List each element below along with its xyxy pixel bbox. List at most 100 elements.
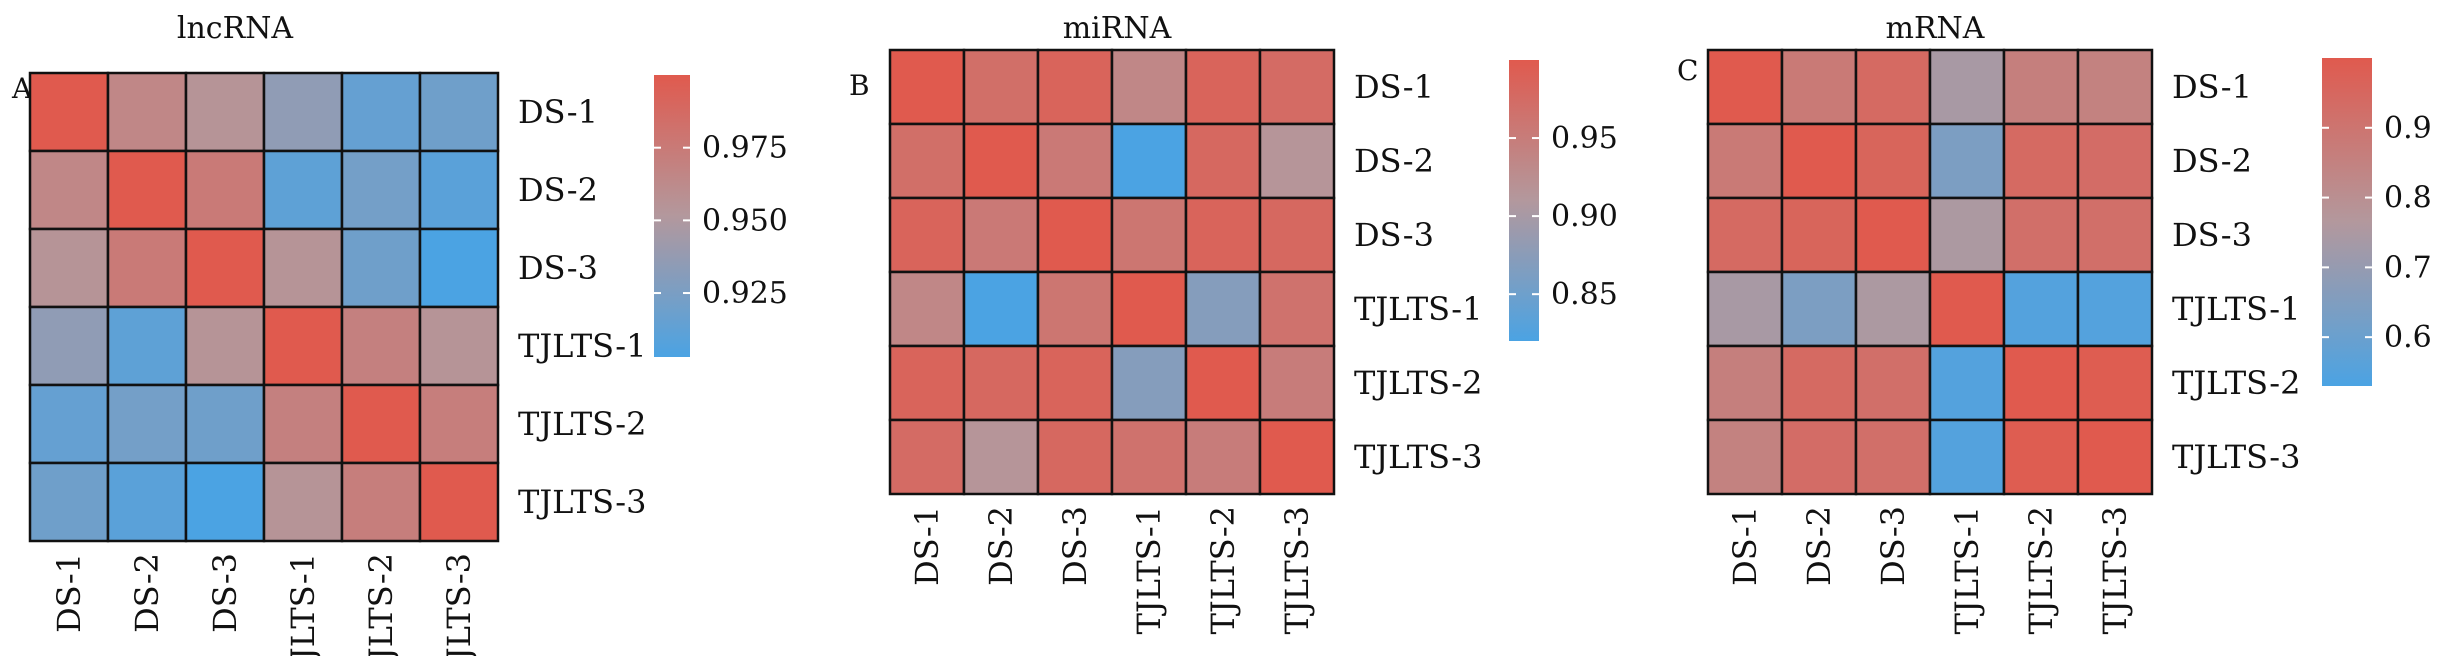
heatmap-cell	[1036, 418, 1114, 496]
heatmap-cell	[262, 227, 344, 309]
heatmap-cell	[1854, 344, 1932, 422]
heatmap-cell	[1258, 122, 1336, 200]
column-label: DS-1	[908, 506, 946, 586]
heatmap-cell	[2076, 344, 2154, 422]
column-label: TJLTS-2	[2022, 506, 2060, 634]
colorbar-tick-label: 0.6	[2384, 320, 2432, 355]
heatmap-cell	[184, 227, 266, 309]
heatmap-cell	[962, 344, 1040, 422]
heatmap-cell	[1780, 270, 1858, 348]
heatmap-cell	[106, 227, 188, 309]
heatmap-cell	[106, 71, 188, 153]
heatmap-cell	[888, 418, 966, 496]
heatmap-cell	[28, 305, 110, 387]
heatmap-cell	[962, 270, 1040, 348]
heatmap-cell	[1928, 48, 2006, 126]
colorbar-tick-label: 0.90	[1551, 199, 1618, 234]
heatmap-cell	[1928, 196, 2006, 274]
heatmap-cell	[1928, 122, 2006, 200]
panel-title: miRNA	[1063, 11, 1172, 46]
heatmap-cell	[340, 227, 422, 309]
colorbar-tick-label: 0.95	[1551, 121, 1618, 156]
heatmap-cell	[2002, 122, 2080, 200]
heatmap-cell	[418, 305, 500, 387]
colorbar	[1509, 60, 1539, 341]
heatmap-cell	[1780, 122, 1858, 200]
heatmap-cell	[184, 461, 266, 543]
row-label: TJLTS-2	[2172, 364, 2300, 402]
heatmap-cell	[1110, 122, 1188, 200]
column-label: TJLTS-2	[1204, 506, 1242, 634]
column-label: DS-2	[982, 506, 1020, 586]
row-label: DS-3	[518, 249, 598, 287]
heatmap-cell	[1110, 418, 1188, 496]
heatmap-cell	[1258, 344, 1336, 422]
column-label: DS-3	[1056, 506, 1094, 586]
heatmap-cell	[262, 71, 344, 153]
row-label: DS-1	[518, 93, 598, 131]
heatmap-cell	[1184, 344, 1262, 422]
colorbar-tick-label: 0.925	[702, 276, 788, 311]
heatmap-cell	[1706, 344, 1784, 422]
heatmap-cell	[1706, 270, 1784, 348]
heatmap-cell	[1036, 344, 1114, 422]
heatmap-cell	[106, 461, 188, 543]
heatmap-cell	[2076, 122, 2154, 200]
heatmap-cell	[2076, 418, 2154, 496]
heatmap-cell	[418, 461, 500, 543]
heatmap-cell	[418, 383, 500, 465]
heatmap-cell	[418, 71, 500, 153]
heatmap-cell	[2002, 418, 2080, 496]
colorbar-tick-label: 0.8	[2384, 181, 2432, 216]
heatmap-panel-mrna: mRNA C DS-1 DS-2 DS-3 TJLTS-1 TJLTS-2 TJLTS-3 DS…	[1677, 11, 2432, 634]
heatmap-cell	[106, 149, 188, 231]
heatmap-cell	[2002, 344, 2080, 422]
column-label: TJLTS-1	[1948, 506, 1986, 634]
row-label: TJLTS-2	[518, 405, 646, 443]
heatmap-cell	[1110, 48, 1188, 126]
heatmap-cell	[888, 270, 966, 348]
heatmap-cell	[1036, 48, 1114, 126]
heatmap-cell	[1928, 344, 2006, 422]
heatmap-cell	[1258, 270, 1336, 348]
heatmap-cell	[340, 383, 422, 465]
heatmap-cell	[962, 418, 1040, 496]
colorbar-tick-label: 0.85	[1551, 277, 1618, 312]
heatmap-cell	[1184, 196, 1262, 274]
heatmap-cell	[1780, 48, 1858, 126]
heatmap-cell	[340, 149, 422, 231]
heatmap-cell	[1110, 344, 1188, 422]
heatmap-cell	[1258, 196, 1336, 274]
heatmap-cell	[28, 71, 110, 153]
heatmap-cell	[1184, 418, 1262, 496]
heatmap-cell	[184, 71, 266, 153]
heatmap-cell	[340, 461, 422, 543]
panel-letter: C	[1677, 54, 1698, 87]
heatmap-cell	[1036, 270, 1114, 348]
heatmap-cell	[888, 196, 966, 274]
colorbar	[654, 75, 690, 357]
row-label: TJLTS-2	[1354, 364, 1482, 402]
row-label: DS-1	[2172, 68, 2252, 106]
row-label: DS-2	[2172, 142, 2252, 180]
row-label: TJLTS-1	[2172, 290, 2300, 328]
column-label: TJLTS-3	[1278, 506, 1316, 634]
heatmap-cell	[1706, 48, 1784, 126]
panel-letter: A	[11, 72, 33, 105]
heatmap-cell	[106, 383, 188, 465]
row-label: TJLTS-3	[1354, 438, 1482, 476]
heatmap-cell	[2002, 270, 2080, 348]
heatmap-cell	[340, 305, 422, 387]
row-label: DS-2	[1354, 142, 1434, 180]
heatmap-cell	[1854, 270, 1932, 348]
column-label: DS-3	[1874, 506, 1912, 586]
heatmap-cell	[962, 48, 1040, 126]
heatmap-cell	[418, 227, 500, 309]
heatmap-cell	[2076, 270, 2154, 348]
colorbar-tick-label: 0.950	[702, 203, 788, 238]
heatmap-cell	[1036, 196, 1114, 274]
row-label: DS-3	[1354, 216, 1434, 254]
heatmap-cell	[1928, 270, 2006, 348]
column-label: TJLTS-3	[440, 553, 478, 656]
